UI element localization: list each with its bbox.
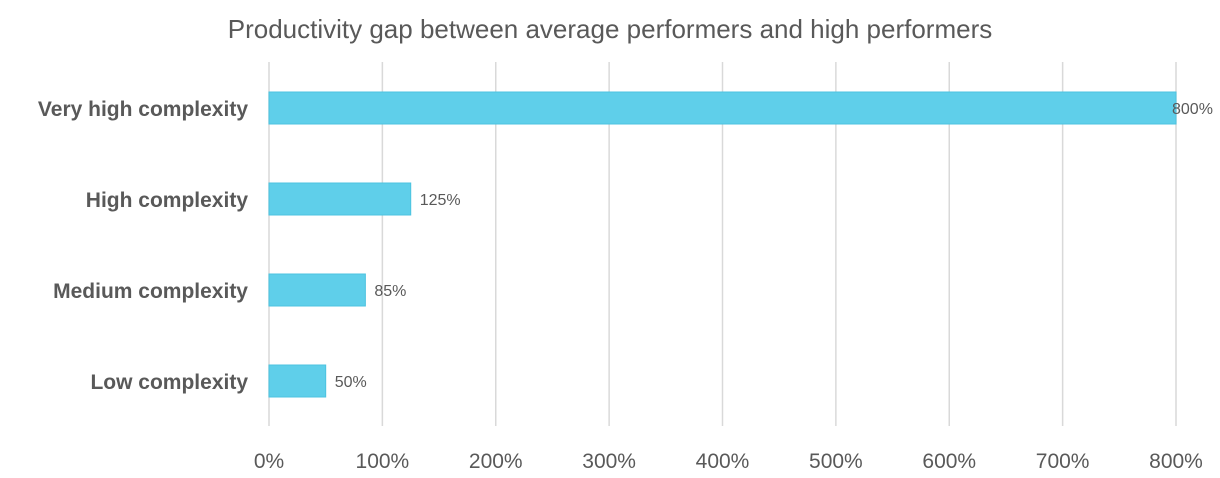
chart-title: Productivity gap between average perform…: [227, 14, 993, 44]
x-tick-label: 600%: [922, 450, 976, 473]
label-layer: 0% 100% 200% 300% 400% 500% 600% 700% 800% Very h…: [38, 98, 1213, 473]
x-tick-label: 800%: [1149, 450, 1203, 473]
bar-very-high-complexity: [268, 91, 1177, 125]
category-label: Medium complexity: [53, 280, 248, 303]
bar-layer: [268, 91, 1177, 398]
x-tick-label: 200%: [469, 450, 523, 473]
data-label: 50%: [335, 374, 367, 391]
data-label: 85%: [374, 283, 406, 300]
category-label: High complexity: [86, 189, 249, 212]
bar-low-complexity: [268, 364, 327, 398]
category-label: Very high complexity: [38, 98, 248, 121]
x-tick-label: 500%: [809, 450, 863, 473]
data-label: 800%: [1172, 101, 1213, 118]
bar-medium-complexity: [268, 273, 366, 307]
x-tick-label: 0%: [254, 450, 284, 473]
x-tick-label: 300%: [582, 450, 636, 473]
x-tick-label: 400%: [696, 450, 750, 473]
category-label: Low complexity: [90, 371, 248, 394]
x-tick-label: 700%: [1036, 450, 1090, 473]
data-label: 125%: [420, 192, 461, 209]
bar-high-complexity: [268, 182, 412, 216]
x-tick-label: 100%: [356, 450, 410, 473]
